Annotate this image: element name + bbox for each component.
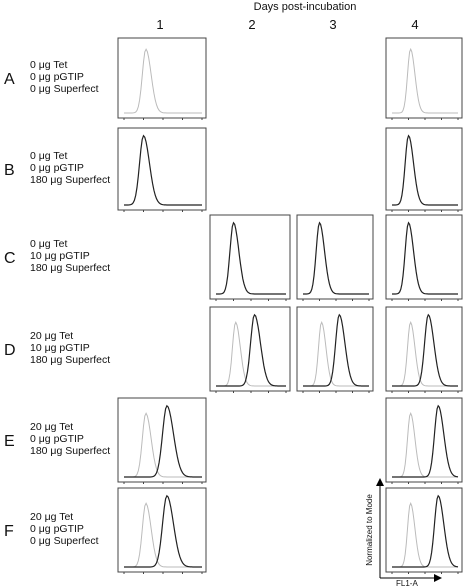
row-condition: 0 μg pGTIP [30, 71, 84, 83]
sample-curve [392, 494, 459, 568]
row-letter: F [4, 523, 14, 540]
y-axis-label: Normalized to Mode [365, 494, 374, 566]
row-condition: 20 μg Tet [30, 421, 73, 433]
row-letter: B [4, 162, 15, 179]
row-condition: 0 μg Tet [30, 59, 67, 71]
histogram-panel [209, 214, 291, 300]
row-letter: A [4, 71, 15, 88]
sample-curve [392, 404, 459, 478]
row-condition: 0 μg Tet [30, 238, 67, 250]
row-condition: 0 μg Superfect [30, 83, 99, 95]
row-condition: 180 μg Superfect [30, 445, 110, 457]
row-condition: 20 μg Tet [30, 511, 73, 523]
control-curve [392, 47, 458, 114]
row-condition: 10 μg pGTIP [30, 250, 90, 262]
row-condition: 0 μg pGTIP [30, 162, 84, 174]
column-label: 1 [156, 17, 163, 32]
x-arrowhead [434, 574, 442, 582]
row-condition: 180 μg Superfect [30, 174, 110, 186]
row-condition: 180 μg Superfect [30, 262, 110, 274]
row-condition: 180 μg Superfect [30, 354, 110, 366]
sample-curve [124, 134, 202, 206]
sample-curve [124, 494, 202, 568]
row-letter: E [4, 433, 15, 450]
row-condition: 0 μg pGTIP [30, 433, 84, 445]
sample-curve [216, 313, 286, 387]
sample-curve [216, 221, 286, 295]
row-condition: 0 μg Superfect [30, 535, 99, 547]
histogram-panel [117, 37, 207, 119]
histogram-panel [385, 214, 463, 300]
x-axis-label: FL1-A [396, 579, 418, 588]
sample-curve [303, 313, 369, 387]
column-label: 3 [329, 17, 336, 32]
sample-curve [124, 404, 202, 478]
row-letter: C [4, 250, 16, 267]
row-condition: 10 μg pGTIP [30, 342, 90, 354]
row-condition: 0 μg pGTIP [30, 523, 84, 535]
row-condition: 0 μg Tet [30, 150, 67, 162]
histogram-panel [385, 37, 463, 119]
histogram-panel [117, 127, 207, 211]
control-curve [124, 48, 202, 114]
row-letter: D [4, 342, 16, 359]
sample-curve [392, 134, 458, 206]
row-condition: 20 μg Tet [30, 330, 73, 342]
sample-curve [392, 313, 458, 387]
header: Days post-incubation [254, 1, 357, 13]
column-label: 4 [411, 17, 418, 32]
sample-curve [303, 221, 369, 295]
y-arrowhead [376, 478, 384, 486]
column-label: 2 [248, 17, 255, 32]
sample-curve [392, 221, 458, 295]
histogram-panel [296, 214, 374, 300]
histogram-panel [385, 127, 463, 211]
